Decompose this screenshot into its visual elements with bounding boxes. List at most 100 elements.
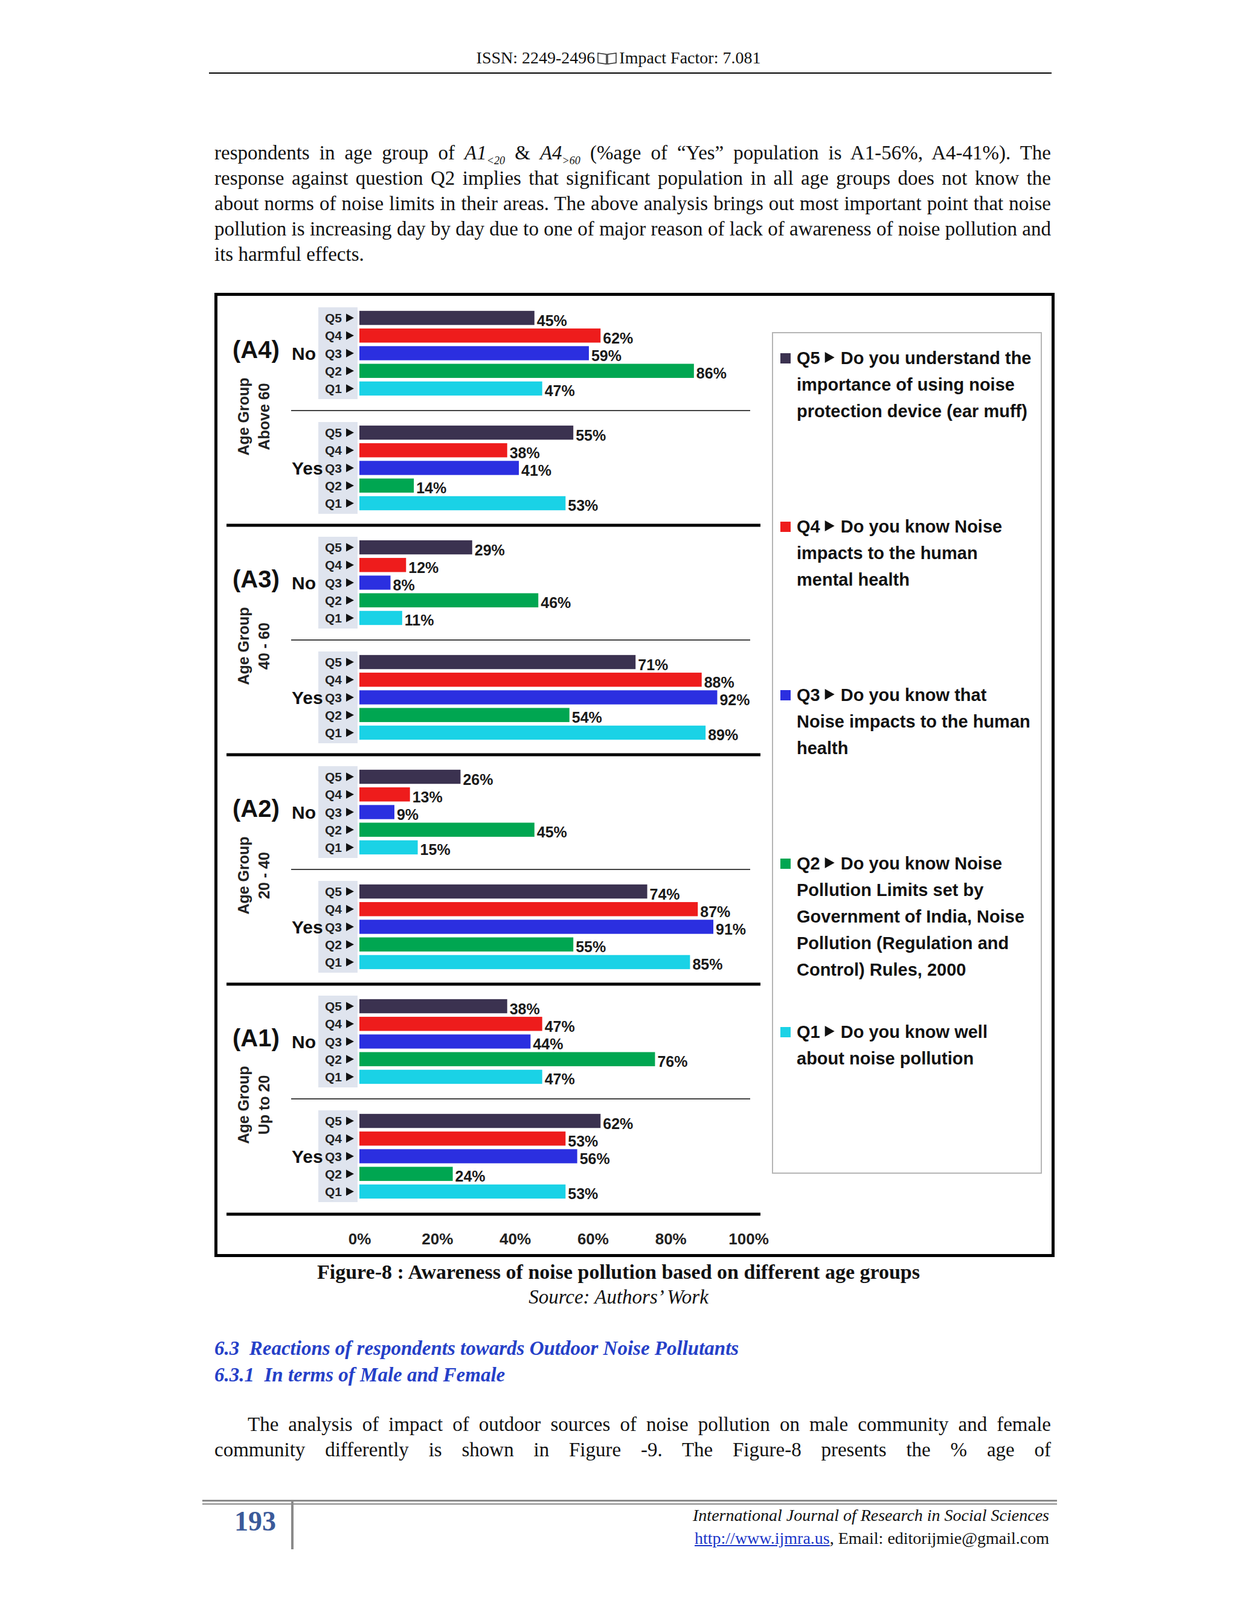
bar	[359, 787, 411, 802]
figure-caption: Figure-8 : Awareness of noise pollution …	[0, 1259, 1237, 1286]
data-label: 92%	[719, 691, 750, 709]
data-label: 53%	[567, 1133, 598, 1151]
bar	[359, 593, 539, 608]
bar	[359, 328, 601, 343]
row-code: Q4	[324, 1131, 342, 1146]
bar	[359, 558, 406, 572]
section-heading: 6.3.1 In terms of Male and Female	[214, 1362, 505, 1389]
answer-divider	[291, 869, 751, 871]
row-arrow	[346, 331, 354, 341]
bar	[359, 902, 698, 917]
row-code: Q1	[324, 840, 342, 855]
row-arrow	[346, 825, 354, 835]
data-label: 8%	[393, 576, 415, 594]
legend-line: importance of using noise	[796, 375, 1015, 395]
x-tick: 40%	[499, 1214, 531, 1249]
legend-code: Q4	[796, 517, 821, 537]
section-heading: 6.3 Reactions of respondents towards Out…	[214, 1336, 739, 1362]
legend-box	[772, 332, 1042, 1174]
row-code: Q1	[324, 381, 342, 396]
data-label: 53%	[567, 497, 598, 515]
legend-entry: Do you understand the importance of using…	[796, 348, 1032, 421]
data-label: 29%	[474, 541, 505, 559]
row-arrow	[346, 1134, 354, 1144]
bars	[359, 311, 717, 1199]
data-label: 56%	[579, 1150, 611, 1168]
row-code: Q4	[324, 902, 342, 917]
bar	[359, 364, 695, 379]
row-code: Q3	[324, 461, 342, 476]
data-label: 11%	[404, 611, 435, 629]
legend-entry: Do you know thatNoise impacts to the hum…	[796, 685, 1031, 759]
x-tick-label: 40%	[499, 1230, 531, 1249]
legend-line: Do you know that	[840, 685, 987, 705]
legend-line: Do you understand the	[840, 348, 1032, 368]
footer-url: http://www.ijmra.us	[694, 1529, 830, 1549]
data-label: 86%	[696, 364, 727, 382]
bar	[359, 478, 414, 493]
data-label: 62%	[602, 1115, 633, 1133]
bar	[359, 443, 508, 458]
group-code: (A1)	[232, 1024, 280, 1052]
data-label: 59%	[591, 347, 622, 365]
row-arrow	[346, 1002, 354, 1012]
header-rule	[208, 72, 1052, 74]
group-label: Age Group	[234, 377, 252, 456]
data-label: 74%	[649, 886, 681, 903]
row-arrow	[346, 728, 354, 737]
row-code: Q1	[324, 611, 342, 626]
bar	[359, 575, 391, 590]
answer-label: Yes	[291, 458, 324, 479]
row-code: Q1	[324, 726, 342, 740]
x-tick: 20%	[421, 1214, 454, 1249]
legend-line: about noise pollution	[796, 1049, 974, 1069]
x-axis-line	[359, 1214, 749, 1216]
impact-factor: Impact Factor: 7.081	[619, 48, 761, 68]
bar	[359, 1017, 543, 1032]
row-code: Q3	[324, 576, 342, 591]
text-run: &	[504, 141, 540, 164]
row-code: Q2	[324, 1167, 342, 1182]
paragraph: respondents in age group of A1<20 & A4>6…	[214, 140, 1051, 267]
x-tick-label: 100%	[728, 1230, 769, 1249]
bar	[359, 823, 535, 838]
legend-code: Q5	[796, 348, 821, 368]
row-code: Q3	[324, 920, 342, 935]
data-label: 54%	[571, 709, 603, 727]
row-arrow	[346, 940, 354, 949]
row-arrow	[346, 808, 354, 817]
row-arrow	[346, 1020, 354, 1029]
row-code: Q3	[324, 690, 342, 705]
x-tick-label: 80%	[655, 1230, 687, 1249]
row-arrow	[346, 1169, 354, 1179]
bar	[359, 1149, 578, 1164]
row-code: Q5	[324, 1114, 342, 1129]
row-code: Q4	[324, 672, 342, 687]
row-arrow	[346, 1037, 354, 1047]
legend-swatch	[780, 1027, 791, 1038]
data-labels: 45%55%29%71%26%74%38%62%62%38%12%88%13%8…	[393, 312, 751, 1204]
row-label-bg	[318, 536, 358, 629]
group-label: 20 - 40	[255, 852, 273, 900]
legend-line: Do you know well	[840, 1022, 988, 1042]
data-label: 14%	[416, 479, 447, 497]
footer-email: , Email: editorijmie@gmail.com	[829, 1529, 1050, 1549]
legend-entry: Do you know Noiseimpacts to the humanmen…	[796, 517, 1003, 590]
data-label: 76%	[657, 1053, 688, 1071]
group-labels: (A4)Age GroupAbove 60(A3)Age Group40 - 6…	[232, 336, 280, 1145]
row-arrow	[346, 1187, 354, 1196]
row-code: Q5	[324, 884, 342, 899]
book-icon	[596, 50, 618, 66]
group-code: (A4)	[232, 336, 280, 364]
row-arrow	[346, 843, 354, 852]
row-code: Q5	[324, 311, 342, 325]
bar	[359, 1167, 454, 1182]
legend-line: Pollution Limits set by	[796, 880, 984, 900]
group-label: Age Group	[234, 607, 252, 685]
row-arrow	[346, 922, 354, 932]
legend-line: health	[796, 738, 849, 759]
answer-divider	[291, 1098, 751, 1100]
data-label: 55%	[575, 938, 606, 956]
row-code: Q3	[324, 805, 342, 820]
figure-source: Source: Authors’ Work	[0, 1284, 1237, 1311]
